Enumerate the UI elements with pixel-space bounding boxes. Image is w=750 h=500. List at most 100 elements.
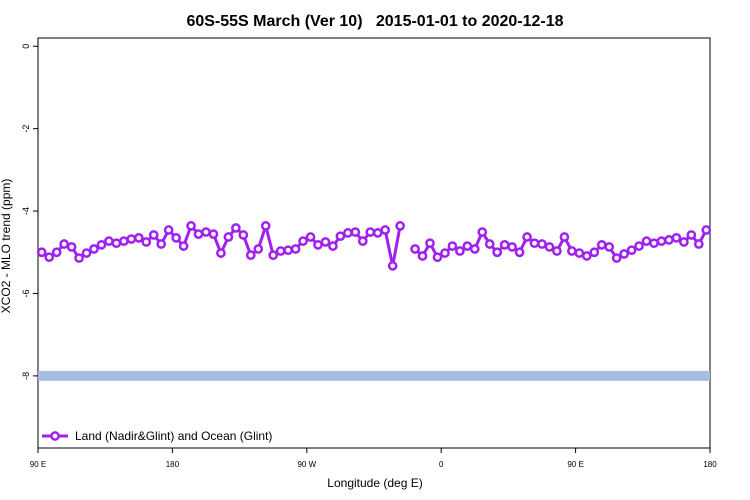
data-point [156, 239, 167, 249]
data-point [320, 237, 331, 247]
data-point [111, 238, 122, 249]
data-point [462, 241, 473, 251]
data-point [36, 247, 47, 258]
data-point [298, 236, 308, 246]
data-point [671, 232, 682, 243]
data-point [552, 246, 562, 256]
data-point [611, 253, 622, 263]
data-point [559, 232, 570, 242]
data-point [641, 236, 652, 246]
data-point [290, 244, 301, 254]
data-point [163, 225, 174, 235]
data-point [171, 232, 181, 243]
data-point [686, 230, 697, 240]
legend-label: Land (Nadir&Glint) and Ocean (Glint) [75, 429, 272, 443]
x-tick-label: 180 [166, 460, 180, 469]
data-point [604, 242, 615, 252]
data-point [619, 249, 629, 259]
data-point [357, 236, 368, 246]
y-axis-label: XCO2 - MLO trend (ppm) [0, 179, 13, 314]
data-point [664, 235, 674, 245]
data-point [596, 240, 607, 250]
data-point [223, 232, 234, 242]
x-tick-label: 0 [439, 460, 444, 469]
data-point [447, 241, 458, 251]
data-point [59, 239, 69, 249]
x-tick-label: 90 W [297, 460, 316, 469]
y-tick-label: 0 [21, 44, 31, 49]
data-point [649, 238, 659, 249]
data-point [141, 237, 152, 247]
data-point [380, 225, 391, 235]
data-point [469, 244, 480, 254]
data-point [477, 227, 488, 237]
y-tick-label: -8 [21, 372, 31, 380]
data-point [372, 228, 383, 238]
data-point [238, 230, 249, 240]
y-tick-label: -6 [21, 289, 31, 297]
x-tick-label: 90 E [567, 460, 583, 469]
data-point [581, 251, 592, 261]
data-point [656, 236, 667, 246]
data-point [231, 223, 241, 233]
data-point [148, 230, 159, 240]
data-point [268, 250, 279, 261]
data-point [417, 251, 428, 261]
data-point [395, 221, 405, 231]
data-point [432, 252, 443, 263]
legend-marker [50, 431, 60, 441]
data-point [492, 247, 503, 258]
data-point [544, 242, 555, 252]
data-point [260, 221, 271, 231]
data-point [208, 229, 219, 239]
data-point [89, 244, 99, 254]
data-point [313, 240, 323, 250]
data-point [589, 247, 600, 258]
data-point [96, 240, 107, 250]
plot-frame [37, 37, 711, 449]
data-point [365, 227, 376, 237]
data-point [133, 232, 144, 243]
chart-title: 60S-55S March (Ver 10) 2015-01-01 to 202… [186, 13, 563, 30]
y-tick-label: -2 [21, 125, 31, 133]
data-point [74, 253, 84, 263]
data-point [701, 225, 712, 235]
data-point [574, 248, 585, 258]
data-point [679, 237, 689, 247]
data-point [522, 232, 532, 242]
data-point [567, 246, 577, 256]
data-point [126, 234, 137, 244]
data-point [44, 252, 55, 263]
data-point [104, 236, 114, 246]
data-point [216, 248, 226, 258]
data-point [275, 246, 286, 256]
data-point [455, 246, 465, 256]
data-point [119, 236, 129, 246]
data-point [193, 229, 204, 239]
x-tick-label: 90 E [30, 460, 46, 469]
data-point [245, 250, 256, 261]
data-point [634, 241, 644, 251]
data-point [283, 245, 293, 256]
data-point [529, 238, 540, 249]
data-point [537, 239, 547, 249]
data-point [440, 248, 450, 258]
data-point [305, 232, 316, 242]
data-point [514, 247, 525, 258]
x-tick-label: 180 [703, 460, 717, 469]
data-point [425, 238, 435, 249]
data-point [499, 240, 510, 250]
data-point [410, 244, 420, 254]
data-point [186, 221, 196, 231]
data-point [626, 245, 637, 256]
data-point [335, 231, 346, 242]
data-point [201, 227, 211, 237]
data-point [507, 242, 517, 252]
data-point [693, 239, 704, 249]
data-point [328, 241, 338, 251]
data-point [387, 261, 398, 271]
data-point [178, 241, 189, 251]
data-point [350, 227, 361, 237]
data-point [51, 247, 62, 258]
